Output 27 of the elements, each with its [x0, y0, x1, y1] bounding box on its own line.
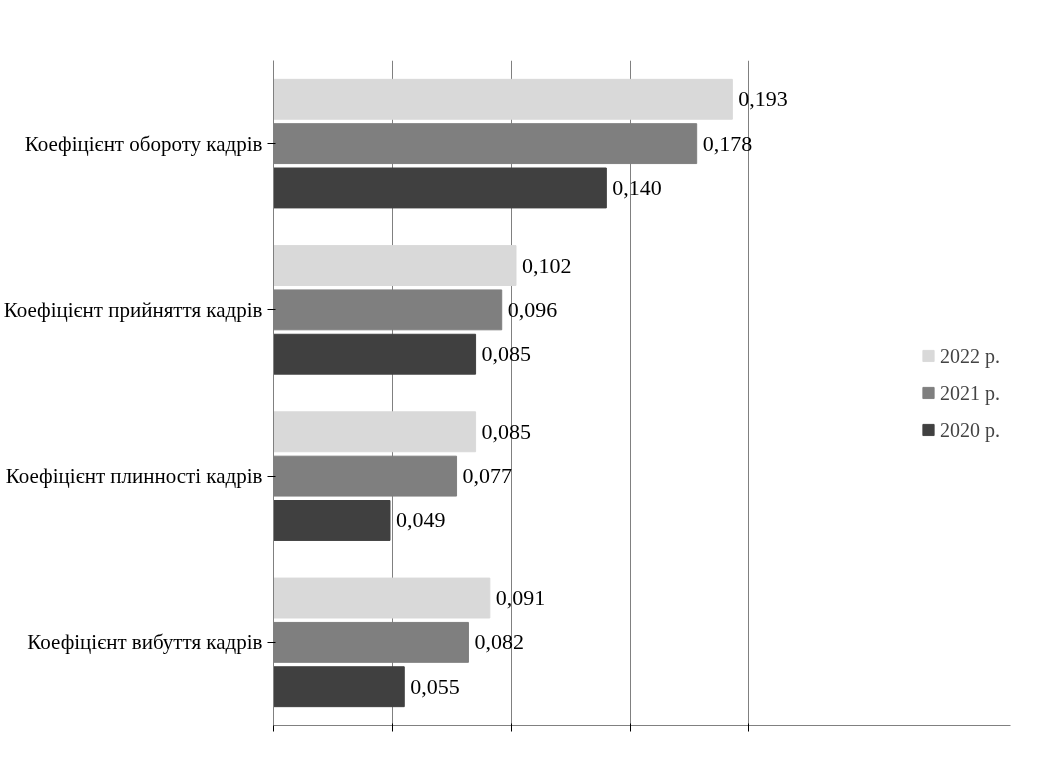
data-label: 0,091: [495, 585, 546, 611]
y-tick-label: Коефіцієнт обороту кадрів: [24, 131, 263, 156]
bar: [273, 167, 607, 209]
data-label: 0,085: [481, 418, 532, 444]
bar: [273, 500, 391, 541]
bar: [273, 333, 477, 375]
y-tick-label: Коефіцієнт вибуття кадрів: [27, 630, 263, 655]
data-label: 0,140: [612, 174, 662, 200]
bar: [273, 666, 405, 708]
bar: [273, 577, 491, 619]
bar: [273, 411, 477, 453]
data-label: 0,049: [395, 507, 446, 533]
data-label: 0,102: [522, 252, 572, 278]
data-label: 0,193: [738, 86, 788, 112]
y-tick-label: Коефіцієнт плинності кадрів: [5, 464, 263, 489]
data-label: 0,178: [702, 130, 753, 156]
legend-label: 2021 р.: [940, 381, 1000, 404]
legend-label: 2022 р.: [940, 344, 1000, 367]
data-label: 0,096: [507, 296, 558, 322]
legend-label: 2020 р.: [940, 418, 1000, 441]
data-label: 0,085: [481, 341, 532, 367]
bar: [273, 78, 733, 120]
data-label: 0,055: [410, 673, 460, 699]
bar: [273, 245, 517, 286]
y-tick-label: Коефіцієнт прийняття кадрів: [3, 297, 263, 322]
data-label: 0,077: [462, 463, 513, 489]
data-label: 0,082: [474, 629, 524, 655]
